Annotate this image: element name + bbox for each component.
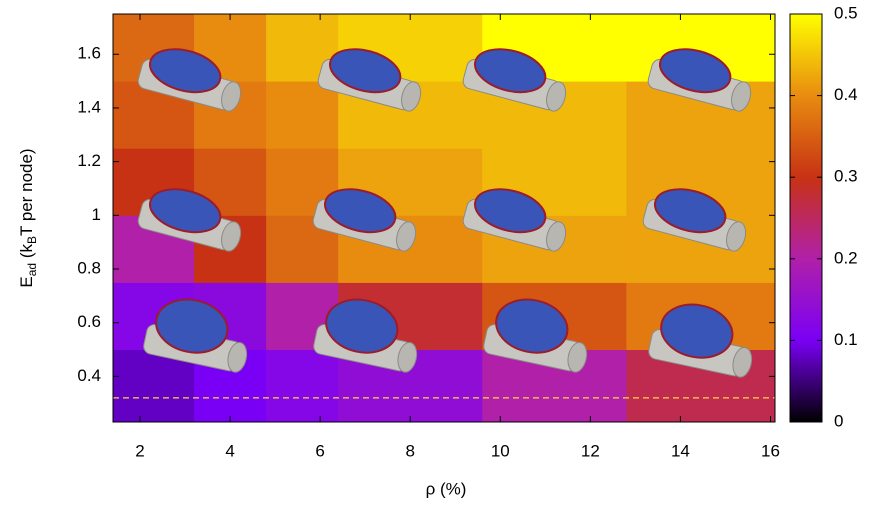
cylinder-end — [401, 81, 422, 112]
x-axis-label: ρ (%) — [426, 479, 467, 498]
vesicle — [325, 298, 399, 354]
y-tick-label: 1 — [92, 205, 101, 224]
heatmap-cell — [113, 349, 195, 423]
cylinder-end — [732, 346, 753, 378]
cylinder-end — [726, 221, 747, 252]
y-axis-label-part: B — [25, 236, 39, 244]
colorbar — [789, 13, 823, 423]
illustration — [313, 298, 418, 373]
vesicle — [329, 48, 402, 94]
illustration — [647, 48, 752, 112]
x-tick-label: 10 — [491, 441, 510, 460]
illustration — [648, 303, 753, 378]
vesicle — [654, 188, 727, 234]
vesicle — [474, 48, 547, 94]
y-tick-label: 1.4 — [77, 97, 101, 116]
y-axis-label-part: T per node) — [17, 148, 36, 236]
y-tick-label: 0.8 — [77, 258, 101, 277]
x-tick-label: 12 — [581, 441, 600, 460]
vesicle — [474, 188, 547, 234]
y-tick-label: 1.2 — [77, 151, 101, 170]
x-tick-label: 6 — [315, 441, 324, 460]
illustration — [143, 298, 248, 373]
y-axis-label-part: ad — [25, 263, 39, 276]
colorbar-tick-label: 0.5 — [834, 3, 858, 22]
colorbar-tick-label: 0 — [834, 411, 843, 430]
y-axis-label-part: E — [17, 276, 36, 287]
cylinder-end — [567, 341, 588, 373]
colorbar-tick-label: 0.2 — [834, 248, 858, 267]
illustration — [137, 188, 242, 252]
vesicle — [659, 48, 732, 94]
colorbar-tick-label: 0.1 — [834, 330, 858, 349]
vesicle — [324, 188, 397, 234]
y-tick-label: 0.4 — [77, 366, 101, 385]
plot-frame — [112, 13, 776, 423]
vesicle — [155, 298, 229, 354]
illustration — [317, 48, 422, 112]
cylinder-end — [731, 81, 752, 112]
cylinder-end — [546, 81, 567, 112]
y-tick-label: 1.6 — [77, 44, 101, 63]
colorbar-tick-label: 0.3 — [834, 167, 858, 186]
y-axis-label: Ead (kBT per node) — [17, 148, 39, 287]
illustration — [483, 298, 588, 373]
cylinder-end — [397, 341, 418, 373]
colorbar-tick-label: 0.4 — [834, 85, 858, 104]
x-tick-label: 2 — [135, 441, 144, 460]
x-tick-label: 16 — [761, 441, 780, 460]
cylinder-end — [227, 341, 248, 373]
x-tick-label: 8 — [405, 441, 414, 460]
illustration — [312, 188, 417, 252]
vesicle — [660, 303, 734, 359]
x-tick-label: 14 — [671, 441, 690, 460]
cylinder-end — [221, 81, 242, 112]
vesicle — [149, 188, 222, 234]
illustration — [642, 188, 747, 252]
cylinder-end — [396, 221, 417, 252]
heatmap-cell — [266, 81, 339, 149]
illustration — [462, 188, 567, 252]
illustration — [462, 48, 567, 112]
cylinder-end — [221, 221, 242, 252]
illustration — [137, 48, 242, 112]
x-tick-label: 4 — [225, 441, 234, 460]
cylinder-end — [546, 221, 567, 252]
heatmap-cell — [266, 349, 339, 423]
vesicle — [149, 48, 222, 94]
y-tick-label: 0.6 — [77, 312, 101, 331]
vesicle — [495, 298, 569, 354]
y-axis-label-part: (k — [17, 244, 36, 263]
